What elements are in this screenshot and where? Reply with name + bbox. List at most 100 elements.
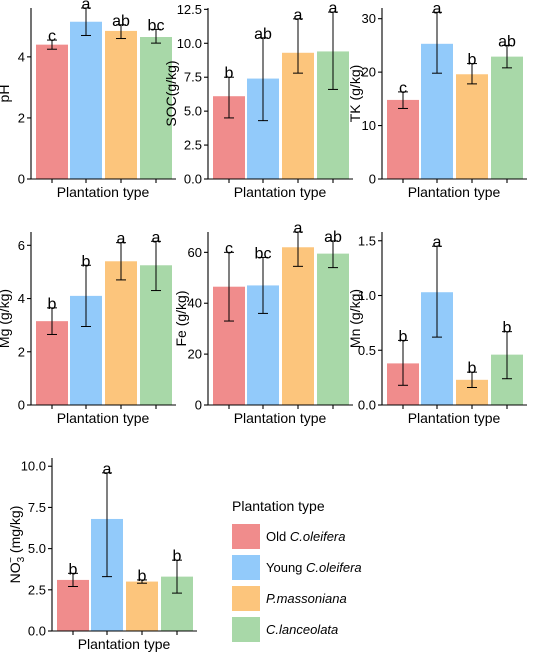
significance-label: a: [294, 7, 303, 24]
error-bar: [467, 63, 477, 85]
significance-label: ab: [254, 26, 272, 43]
y-tick-label: 20: [188, 347, 202, 362]
significance-label: ab: [498, 33, 516, 50]
significance-label: b: [138, 568, 147, 585]
x-axis-label: Plantation type: [57, 410, 150, 426]
error-bar: [102, 472, 112, 578]
y-tick-label: 5.0: [184, 104, 202, 119]
chart-panel: b ab a a 0.0 2.5 5.0 7.5 10.0 12.5 Plantation type…: [163, 0, 353, 200]
y-tick-label: 30: [362, 11, 376, 26]
y-tick-label: 0: [195, 398, 202, 413]
bar: [105, 261, 137, 405]
y-axis-label: Mn (g/kg): [347, 289, 363, 348]
significance-label: b: [225, 65, 234, 82]
significance-label: c: [48, 28, 56, 45]
y-tick-label: 1.5: [358, 233, 376, 248]
x-axis-label: Plantation type: [408, 410, 501, 426]
bar: [317, 253, 349, 405]
legend-swatch: [232, 524, 260, 549]
y-tick-label: 12.5: [177, 2, 202, 17]
y-tick-label: 1.0: [358, 288, 376, 303]
significance-label: c: [225, 240, 233, 257]
y-axis-label: Mg (g/kg): [0, 289, 12, 348]
y-tick-label: 7.5: [28, 500, 46, 515]
bar: [126, 581, 158, 631]
bar: [491, 56, 523, 179]
legend-swatch: [232, 555, 260, 580]
error-bar: [151, 28, 161, 44]
significance-label: a: [329, 0, 338, 17]
error-bar: [224, 251, 234, 322]
bar: [387, 99, 419, 179]
error-bar: [502, 44, 512, 69]
significance-label: b: [468, 360, 477, 377]
error-bar: [151, 240, 161, 292]
y-tick-label: 20: [362, 65, 376, 80]
bar: [456, 74, 488, 179]
y-tick-label: 0.0: [28, 624, 46, 639]
significance-label: a: [433, 0, 442, 17]
y-tick-label: 10.0: [21, 459, 46, 474]
legend-swatch: [232, 617, 260, 642]
significance-label: bc: [255, 245, 272, 262]
y-tick-label: 0: [369, 172, 376, 187]
error-bar: [258, 256, 268, 314]
y-tick-label: 0: [18, 398, 25, 413]
significance-label: b: [82, 253, 91, 270]
y-tick-label: 7.5: [184, 70, 202, 85]
significance-label: c: [399, 80, 407, 97]
legend-item-label: Young C.oleifera: [266, 560, 362, 575]
y-tick-label: 2.5: [184, 138, 202, 153]
significance-label: b: [399, 328, 408, 345]
error-bar: [47, 307, 57, 335]
legend-item-label: C.lanceolata: [266, 622, 338, 637]
legend-item-label: Old C.oleifera: [266, 529, 345, 544]
x-axis-label: Plantation type: [234, 184, 327, 200]
bar: [282, 247, 314, 405]
y-axis-label: SOC(g/kg): [163, 60, 179, 126]
error-bar: [47, 39, 57, 50]
error-bar: [432, 11, 442, 74]
y-tick-label: 2.5: [28, 582, 46, 597]
y-tick-label: 0: [18, 172, 25, 187]
bar: [36, 321, 68, 405]
significance-label: b: [503, 320, 512, 337]
significance-label: a: [294, 220, 303, 237]
y-tick-label: 10: [362, 118, 376, 133]
significance-label: a: [82, 0, 91, 13]
significance-label: a: [103, 461, 112, 478]
error-bar: [398, 339, 408, 386]
y-tick-label: 60: [188, 245, 202, 260]
chart-panel: c bc a ab 0 20 40 60 Plantation type Fe (g/kg): [173, 220, 353, 426]
y-tick-label: 5.0: [28, 541, 46, 556]
error-bar: [502, 331, 512, 380]
error-bar: [68, 572, 78, 588]
bar: [36, 44, 68, 180]
y-tick-label: 0.5: [358, 343, 376, 358]
error-bar: [293, 231, 303, 267]
x-axis-label: Plantation type: [78, 636, 171, 652]
bar: [282, 52, 314, 179]
y-axis-label: pH: [0, 85, 12, 103]
y-tick-label: 40: [188, 296, 202, 311]
x-axis-label: Plantation type: [57, 184, 150, 200]
significance-label: a: [117, 231, 126, 248]
legend-title: Plantation type: [232, 498, 325, 514]
legend-swatch: [232, 586, 260, 611]
error-bar: [81, 7, 91, 36]
significance-label: a: [152, 229, 161, 246]
error-bar: [116, 24, 126, 40]
y-tick-label: 4: [18, 291, 25, 306]
error-bar: [224, 76, 234, 119]
y-tick-label: 0.0: [184, 172, 202, 187]
y-tick-label: 10.0: [177, 36, 202, 51]
bar: [70, 21, 102, 179]
error-bar: [116, 242, 126, 281]
x-axis-label: Plantation type: [234, 410, 327, 426]
bar: [140, 37, 172, 180]
significance-label: bc: [148, 17, 165, 34]
y-tick-label: 2: [18, 110, 25, 125]
y-tick-label: 2: [18, 344, 25, 359]
significance-label: b: [69, 561, 78, 578]
